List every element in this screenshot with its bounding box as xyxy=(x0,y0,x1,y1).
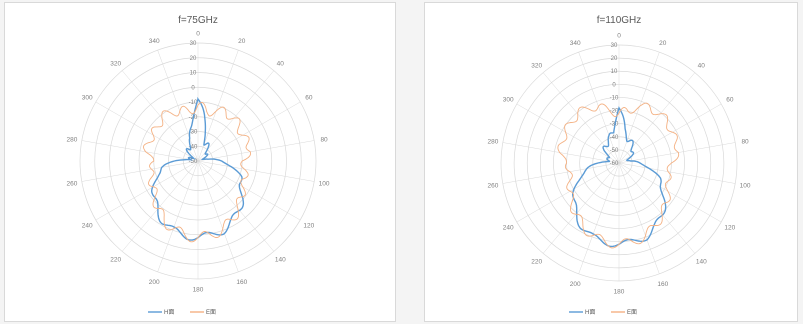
radial-tick-label: 10 xyxy=(611,69,618,75)
grid-spoke xyxy=(197,70,275,162)
grid-spoke xyxy=(197,160,315,182)
angle-tick-label: 320 xyxy=(531,62,542,69)
chart-title: f=110GHz xyxy=(597,15,642,26)
grid-spoke xyxy=(578,162,620,274)
radial-tick-label: 30 xyxy=(611,43,618,49)
grid-spoke xyxy=(516,162,620,223)
radial-tick-label: -50 xyxy=(610,148,619,154)
angle-tick-label: 140 xyxy=(696,259,707,266)
angle-tick-label: 260 xyxy=(67,181,78,188)
grid-spoke xyxy=(157,160,199,272)
grid-spoke xyxy=(502,162,620,184)
angle-tick-label: 100 xyxy=(740,183,751,190)
grid-spoke xyxy=(542,162,620,254)
grid-spoke xyxy=(618,162,696,254)
grid-spoke xyxy=(618,52,660,164)
grid-spoke xyxy=(502,142,620,164)
grid-spoke xyxy=(81,140,199,162)
angle-tick-label: 340 xyxy=(149,38,160,45)
grid-spoke xyxy=(197,140,315,162)
angle-tick-label: 280 xyxy=(488,138,499,145)
grid-spoke xyxy=(618,142,736,164)
grid-spoke xyxy=(95,160,199,221)
polar-chart-75ghz: f=75GHz020406080100120140160180200220240… xyxy=(67,15,330,316)
radial-tick-label: -40 xyxy=(610,135,619,141)
angle-tick-label: 320 xyxy=(110,60,121,67)
angle-tick-label: 120 xyxy=(724,225,735,232)
angle-tick-label: 200 xyxy=(149,279,160,286)
angle-tick-label: 20 xyxy=(659,40,667,47)
radial-tick-label: -50 xyxy=(189,159,198,165)
series-line-e-plane xyxy=(557,102,680,249)
grid-spoke xyxy=(121,160,199,252)
angle-tick-label: 340 xyxy=(570,40,581,47)
angle-tick-label: 220 xyxy=(110,257,121,264)
radial-tick-label: -10 xyxy=(610,95,619,101)
angle-tick-label: 160 xyxy=(657,281,668,288)
radial-tick-label: 0 xyxy=(612,82,616,88)
angle-tick-label: 220 xyxy=(531,259,542,266)
series-line-e-plane xyxy=(143,102,251,243)
radial-tick-label: -30 xyxy=(189,130,198,136)
angle-tick-label: 240 xyxy=(82,223,93,230)
angle-tick-label: 80 xyxy=(741,138,749,145)
radial-tick-label: -40 xyxy=(189,144,198,150)
angle-tick-label: 240 xyxy=(503,225,514,232)
grid-spoke xyxy=(157,50,199,162)
legend-label: E面 xyxy=(206,309,216,316)
grid-spoke xyxy=(197,160,239,272)
angle-tick-label: 20 xyxy=(238,38,246,45)
angle-tick-label: 80 xyxy=(320,136,328,143)
grid-spoke xyxy=(618,162,736,184)
radial-tick-label: 20 xyxy=(190,56,197,62)
radial-tick-label: -10 xyxy=(189,100,198,106)
grid-spoke xyxy=(121,70,199,162)
grid-spoke xyxy=(618,162,660,274)
angle-tick-label: 100 xyxy=(319,181,330,188)
grid-spoke xyxy=(81,160,199,182)
radial-tick-label: -20 xyxy=(610,109,619,115)
radial-tick-label: -60 xyxy=(610,161,619,167)
grid-spoke xyxy=(197,160,301,221)
angle-tick-label: 260 xyxy=(488,183,499,190)
angle-tick-label: 280 xyxy=(67,136,78,143)
legend-label: H面 xyxy=(585,309,595,316)
grid-spoke xyxy=(516,103,620,164)
grid-spoke xyxy=(618,103,722,164)
grid-spoke xyxy=(95,101,199,162)
angle-tick-label: 180 xyxy=(614,289,625,296)
grid-spoke xyxy=(197,101,301,162)
angle-tick-label: 300 xyxy=(503,97,514,104)
angle-tick-label: 160 xyxy=(236,279,247,286)
radial-tick-label: 20 xyxy=(611,56,618,62)
chart-panel-110ghz: f=110GHz 0 20 40 60 80 100 120 140 160 180 200 220 24… xyxy=(424,2,798,322)
grid-spoke xyxy=(542,72,620,164)
legend-label: H面 xyxy=(164,309,174,316)
angle-tick-label: 40 xyxy=(698,62,706,69)
radial-tick-label: 0 xyxy=(191,85,195,91)
radial-tick-label: 10 xyxy=(190,71,197,77)
angle-tick-label: 120 xyxy=(303,223,314,230)
angle-tick-label: 200 xyxy=(570,281,581,288)
radial-tick-label: 30 xyxy=(190,41,197,47)
angle-tick-label: 60 xyxy=(726,97,734,104)
chart-panel-75ghz: f=75GHz 0 20 40 60 80 100 120 140 160 180 200 220 240… xyxy=(4,2,396,322)
angle-tick-label: 60 xyxy=(305,95,313,102)
angle-tick-label: 300 xyxy=(82,95,93,102)
angle-tick-label: 0 xyxy=(196,31,200,38)
angle-tick-label: 140 xyxy=(275,257,286,264)
chart-title: f=75GHz xyxy=(178,15,218,26)
legend-label: E面 xyxy=(627,309,637,316)
angle-tick-label: 0 xyxy=(617,33,621,40)
angle-tick-label: 180 xyxy=(193,287,204,294)
angle-tick-label: 40 xyxy=(277,60,285,67)
grid-spoke xyxy=(618,162,722,223)
grid-spoke xyxy=(197,160,275,252)
polar-chart-110ghz: f=110GHz02040608010012014016018020022024… xyxy=(488,15,751,316)
grid-spoke xyxy=(578,52,620,164)
